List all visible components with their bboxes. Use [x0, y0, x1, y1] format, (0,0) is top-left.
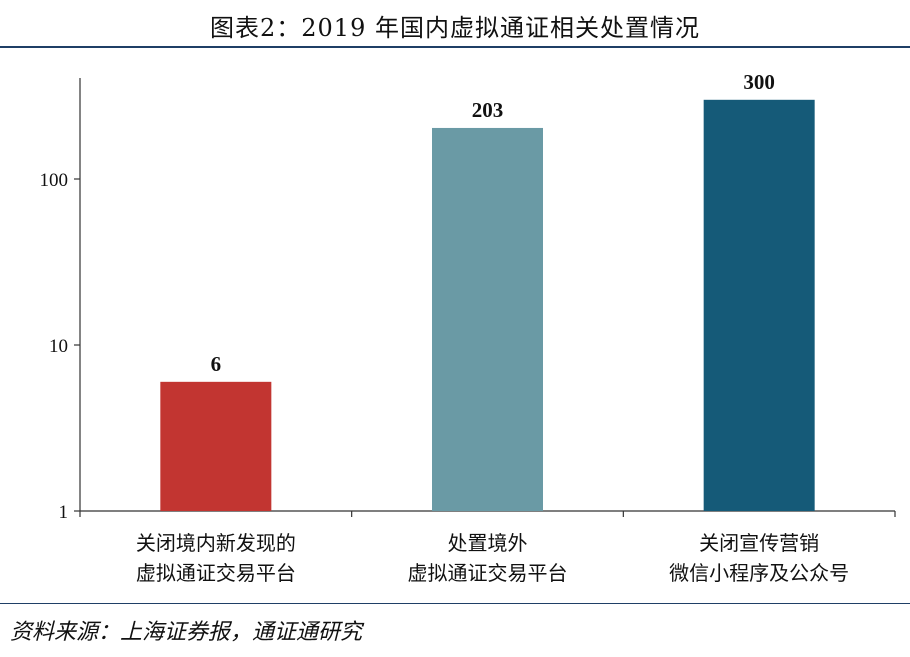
bar-chart: 1101006关闭境内新发现的虚拟通证交易平台203处置境外虚拟通证交易平台30…: [40, 70, 896, 585]
x-category-label: 虚拟通证交易平台: [136, 561, 296, 585]
y-tick-label: 1: [59, 502, 69, 523]
x-category-label: 处置境外: [448, 531, 528, 555]
x-category-label: 关闭宣传营销: [699, 531, 819, 555]
data-label: 203: [472, 98, 504, 122]
source-note: 资料来源：上海证券报，通证通研究: [10, 620, 363, 645]
chart-title: 图表2：2019 年国内虚拟通证相关处置情况: [210, 14, 700, 42]
data-label: 6: [211, 352, 222, 376]
y-tick-label: 100: [40, 170, 69, 191]
title-divider: [0, 46, 910, 48]
y-tick-label: 10: [49, 336, 68, 357]
x-category-label: 关闭境内新发现的: [136, 531, 296, 555]
data-label: 300: [743, 70, 775, 94]
bar: [703, 99, 815, 511]
bar: [432, 127, 543, 511]
bar: [160, 381, 272, 511]
x-category-label: 虚拟通证交易平台: [408, 561, 568, 585]
source-divider: [0, 603, 910, 604]
x-category-label: 微信小程序及公众号: [669, 561, 849, 585]
